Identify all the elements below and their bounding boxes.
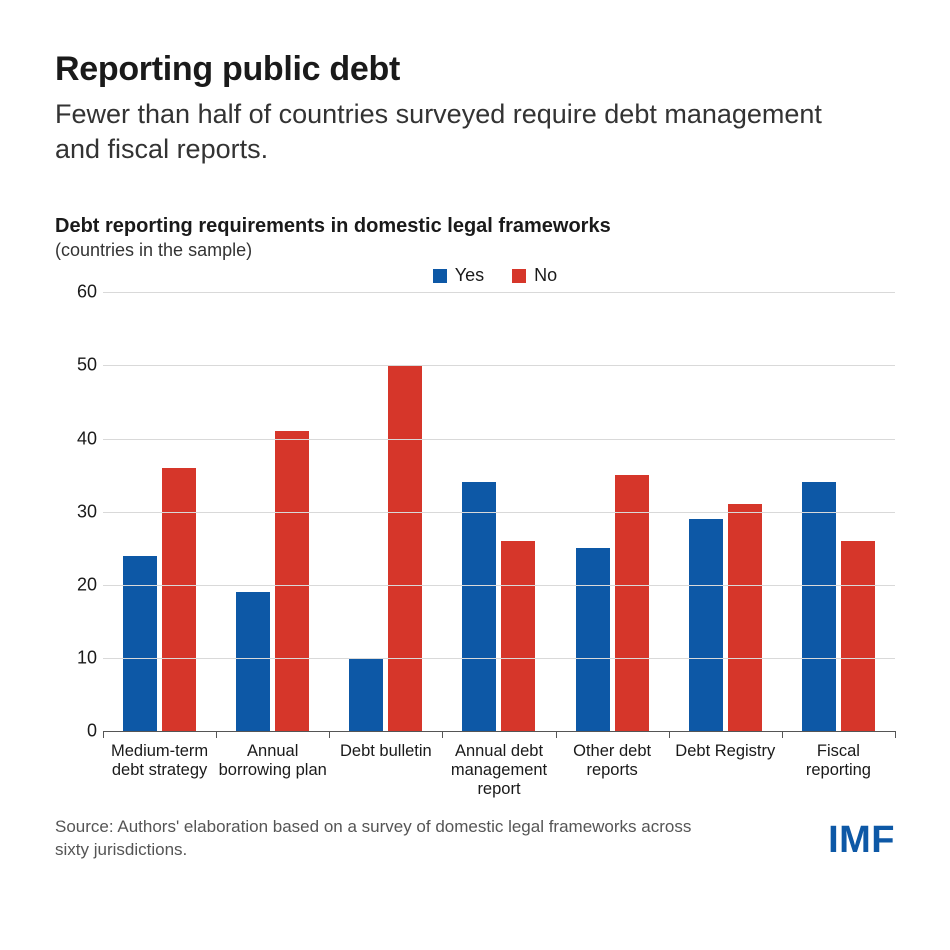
y-tick-label: 50	[61, 355, 97, 376]
x-tick-label: Debt Registry	[669, 736, 782, 792]
x-tick-label: Annual borrowing plan	[216, 736, 329, 792]
bar-no	[162, 468, 196, 731]
bar-yes	[802, 482, 836, 731]
legend-label-no: No	[534, 265, 557, 286]
chart-legend: Yes No	[55, 265, 895, 286]
x-tick-label: Debt bulletin	[329, 736, 442, 792]
grid-line	[103, 365, 895, 366]
x-tick-label: Fiscal reporting	[782, 736, 895, 792]
bar-no	[275, 431, 309, 731]
grid-line	[103, 585, 895, 586]
chart-area: 0102030405060 Medium-term debt strategyA…	[61, 292, 895, 792]
x-tick-label: Other debt reports	[556, 736, 669, 792]
bar-yes	[689, 519, 723, 731]
grid-line	[103, 292, 895, 293]
bar-no	[728, 504, 762, 731]
grid-line	[103, 512, 895, 513]
bar-no	[615, 475, 649, 731]
plot-area: 0102030405060	[103, 292, 895, 732]
source-text: Source: Authors' elaboration based on a …	[55, 816, 695, 862]
legend-label-yes: Yes	[455, 265, 484, 286]
legend-item-no: No	[512, 265, 557, 286]
x-axis-labels: Medium-term debt strategyAnnual borrowin…	[103, 736, 895, 792]
page-title: Reporting public debt	[55, 50, 895, 89]
y-tick-label: 60	[61, 282, 97, 303]
legend-swatch-no	[512, 269, 526, 283]
y-tick-label: 30	[61, 501, 97, 522]
bar-no	[388, 365, 422, 731]
page-subtitle: Fewer than half of countries surveyed re…	[55, 97, 835, 167]
imf-logo: IMF	[828, 819, 895, 862]
chart-title: Debt reporting requirements in domestic …	[55, 215, 895, 238]
y-tick-label: 40	[61, 428, 97, 449]
y-tick-label: 20	[61, 574, 97, 595]
footer: Source: Authors' elaboration based on a …	[55, 816, 895, 862]
grid-line	[103, 658, 895, 659]
grid-line	[103, 439, 895, 440]
x-axis-tick	[895, 731, 896, 738]
legend-item-yes: Yes	[433, 265, 484, 286]
bar-yes	[576, 548, 610, 731]
bar-yes	[236, 592, 270, 731]
bar-no	[841, 541, 875, 731]
chart-subtitle: (countries in the sample)	[55, 240, 895, 261]
x-tick-label: Annual debt management report	[442, 736, 555, 792]
bar-yes	[123, 556, 157, 732]
legend-swatch-yes	[433, 269, 447, 283]
bar-yes	[462, 482, 496, 731]
y-tick-label: 10	[61, 648, 97, 669]
y-tick-label: 0	[61, 721, 97, 742]
bar-yes	[349, 658, 383, 731]
x-tick-label: Medium-term debt strategy	[103, 736, 216, 792]
bar-no	[501, 541, 535, 731]
